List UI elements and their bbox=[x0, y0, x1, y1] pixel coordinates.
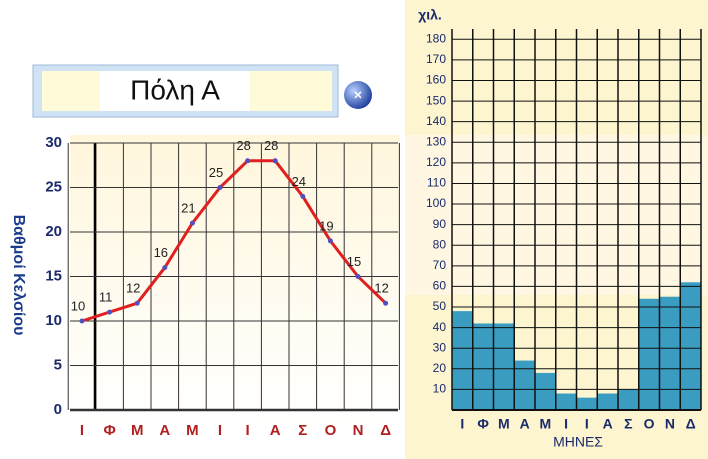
point bbox=[300, 193, 306, 199]
bar bbox=[452, 311, 473, 410]
y-tick-label: 60 bbox=[433, 279, 447, 293]
y-tick-label: 150 bbox=[426, 93, 446, 107]
y-tick-label: 5 bbox=[54, 356, 62, 373]
data-label: 21 bbox=[181, 201, 195, 216]
x-tick-label: Ι bbox=[246, 422, 250, 439]
y-tick-label: 0 bbox=[54, 401, 62, 418]
plot-background bbox=[70, 135, 400, 425]
point bbox=[217, 185, 223, 190]
x-tick-label: Μ bbox=[131, 422, 144, 439]
x-tick-label: Σ bbox=[298, 422, 307, 439]
x-axis-label: ΜΗΝΕΣ bbox=[553, 434, 603, 450]
x-tick-label: Ν bbox=[665, 416, 675, 432]
bar bbox=[514, 360, 535, 410]
x-tick-label: Ο bbox=[644, 416, 655, 432]
data-label: 28 bbox=[236, 138, 250, 153]
y-tick-label: 180 bbox=[426, 31, 446, 45]
x-tick-label: Φ bbox=[477, 416, 489, 432]
point bbox=[162, 265, 168, 271]
title: Πόλη Α bbox=[130, 74, 220, 105]
bar bbox=[659, 296, 681, 410]
x-tick-label: Ι bbox=[585, 416, 589, 432]
x-tick-label: Μ bbox=[186, 422, 199, 439]
title-box bbox=[100, 71, 250, 111]
data-label: 19 bbox=[319, 218, 333, 233]
x-tick-label: Μ bbox=[540, 416, 552, 432]
y-tick-label: 70 bbox=[433, 258, 447, 272]
data-label: 28 bbox=[264, 138, 278, 153]
y-tick-label: 30 bbox=[433, 340, 447, 354]
data-label: 12 bbox=[374, 281, 388, 296]
y-tick-label: 140 bbox=[426, 114, 446, 128]
close-button[interactable] bbox=[344, 81, 372, 109]
y-tick-label: 20 bbox=[433, 361, 447, 375]
x-tick-label: Σ bbox=[624, 416, 632, 432]
x-tick-label: Α bbox=[159, 422, 170, 439]
y-axis-label: Βαθμοί Κελσίου bbox=[10, 215, 27, 336]
bar bbox=[555, 393, 577, 410]
bar bbox=[472, 323, 494, 410]
bar bbox=[618, 389, 639, 410]
data-label: 24 bbox=[292, 174, 306, 189]
y-tick-label: 160 bbox=[426, 73, 446, 87]
data-label: 25 bbox=[209, 165, 223, 180]
y-tick-label: 40 bbox=[433, 320, 447, 334]
point bbox=[189, 220, 195, 226]
point bbox=[79, 318, 85, 324]
data-label: 11 bbox=[99, 290, 113, 305]
bar bbox=[535, 372, 556, 410]
y-tick-label: 110 bbox=[427, 176, 446, 190]
x-tick-label: Α bbox=[603, 416, 613, 432]
point bbox=[327, 238, 333, 244]
y-tick-label: 100 bbox=[426, 196, 446, 210]
point bbox=[245, 158, 251, 164]
bar bbox=[638, 298, 660, 410]
x-tick-label: Ι bbox=[80, 422, 84, 439]
y-tick-label: 10 bbox=[45, 312, 62, 329]
bar bbox=[493, 323, 515, 410]
x-tick-label: Φ bbox=[103, 422, 115, 439]
data-label: 16 bbox=[154, 245, 168, 260]
line bbox=[81, 159, 387, 323]
bar bbox=[597, 393, 618, 410]
x-tick-label: Ι bbox=[564, 416, 568, 432]
close-icon[interactable]: × bbox=[354, 87, 362, 103]
x-tick-label: Δ bbox=[686, 416, 696, 432]
x-tick-label: Α bbox=[270, 422, 281, 439]
x-tick-label: Ι bbox=[460, 416, 464, 432]
y-tick-label: 80 bbox=[433, 237, 447, 251]
y-tick-label: 25 bbox=[45, 178, 62, 195]
x-tick-label: Μ bbox=[498, 416, 510, 432]
data-label: 12 bbox=[126, 281, 140, 296]
x-tick-label: Α bbox=[520, 416, 530, 432]
bar bbox=[576, 397, 598, 410]
y-axis-label: χιλ. bbox=[418, 7, 442, 23]
point bbox=[383, 300, 389, 306]
y-tick-label: 90 bbox=[433, 217, 447, 231]
bar bbox=[680, 282, 701, 410]
point bbox=[107, 309, 113, 315]
point bbox=[134, 300, 140, 306]
y-tick-label: 15 bbox=[45, 267, 62, 284]
y-tick-label: 20 bbox=[45, 223, 62, 240]
x-tick-label: Ν bbox=[353, 422, 364, 439]
data-label: 15 bbox=[347, 254, 361, 269]
x-tick-label: Ι bbox=[218, 422, 222, 439]
data-label: 10 bbox=[71, 298, 85, 313]
point bbox=[272, 158, 278, 164]
y-tick-label: 30 bbox=[45, 134, 62, 151]
y-tick-label: 50 bbox=[433, 299, 447, 313]
y-tick-label: 130 bbox=[426, 134, 446, 148]
x-tick-label: Ο bbox=[325, 422, 337, 439]
y-tick-label: 120 bbox=[426, 155, 446, 169]
point bbox=[355, 274, 361, 279]
y-tick-label: 170 bbox=[426, 52, 446, 66]
y-tick-label: 10 bbox=[433, 382, 447, 396]
x-tick-label: Δ bbox=[380, 422, 391, 439]
